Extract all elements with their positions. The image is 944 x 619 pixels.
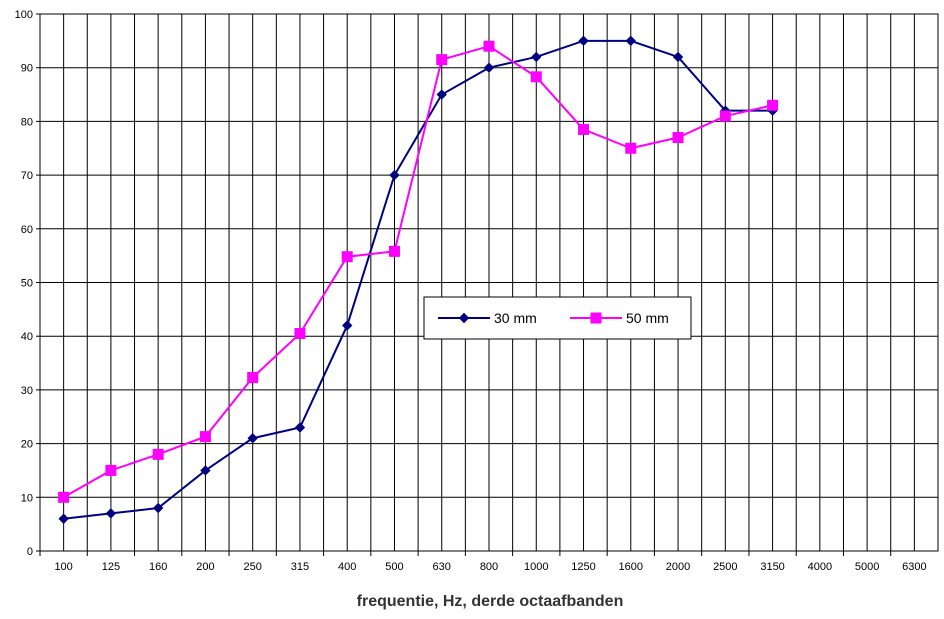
data-point-30-mm	[625, 35, 636, 47]
data-point-50-mm	[388, 245, 400, 257]
data-point-30-mm	[200, 465, 211, 476]
x-tick-label: 6300	[902, 561, 926, 573]
y-tick-label: 10	[21, 492, 33, 504]
data-point-30-mm	[389, 169, 400, 181]
x-tick-label: 3150	[760, 561, 784, 573]
data-point-50-mm	[719, 110, 731, 122]
data-point-30-mm	[152, 502, 164, 514]
legend-marker-50-mm	[590, 312, 602, 324]
data-point-30-mm	[436, 89, 447, 100]
data-point-50-mm	[530, 71, 542, 83]
y-tick-label: 40	[21, 331, 33, 343]
x-tick-label: 500	[385, 561, 403, 573]
data-point-30-mm	[58, 513, 69, 524]
x-tick-label: 315	[291, 561, 309, 573]
x-tick-label: 2500	[713, 561, 737, 573]
y-tick-label: 80	[21, 116, 33, 128]
y-tick-label: 100	[15, 9, 33, 21]
data-point-30-mm	[342, 320, 353, 331]
data-point-50-mm	[152, 448, 164, 460]
data-point-30-mm	[247, 433, 258, 444]
data-point-50-mm	[672, 132, 684, 144]
x-tick-label: 5000	[855, 561, 879, 573]
data-point-50-mm	[625, 142, 637, 154]
series-line-30-mm	[63, 39, 773, 520]
data-point-30-mm	[578, 35, 589, 47]
data-point-30-mm	[483, 62, 495, 73]
data-point-50-mm	[767, 99, 779, 111]
x-tick-label: 250	[244, 561, 262, 573]
x-tick-label: 125	[102, 561, 120, 573]
legend-label-30-mm: 30 mm	[494, 310, 537, 326]
x-tick-label: 800	[480, 561, 498, 573]
data-point-50-mm	[341, 251, 353, 263]
x-tick-label: 1600	[619, 561, 643, 573]
legend-label-50-mm: 50 mm	[626, 310, 669, 326]
data-point-30-mm	[105, 508, 117, 519]
data-point-50-mm	[294, 328, 306, 340]
data-point-50-mm	[578, 123, 590, 135]
data-point-50-mm	[58, 491, 70, 503]
data-point-50-mm	[105, 464, 117, 476]
x-tick-label: 630	[433, 561, 451, 573]
legend: 30 mm 50 mm	[423, 296, 692, 340]
data-point-50-mm	[436, 54, 448, 66]
data-point-50-mm	[247, 372, 259, 384]
x-tick-label: 1000	[524, 561, 548, 573]
data-point-30-mm	[672, 51, 684, 63]
y-tick-label: 90	[21, 63, 33, 75]
x-tick-label: 400	[338, 561, 356, 573]
data-point-50-mm	[483, 40, 495, 52]
x-tick-label: 2000	[666, 561, 690, 573]
x-axis-title: frequentie, Hz, derde octaafbanden	[357, 593, 624, 610]
y-tick-label: 60	[21, 224, 33, 236]
y-tick-label: 20	[21, 439, 33, 451]
legend-marker-30-mm	[458, 312, 470, 324]
x-tick-label: 200	[196, 561, 214, 573]
y-tick-label: 50	[21, 278, 33, 290]
data-point-50-mm	[199, 431, 211, 443]
y-tick-label: 30	[21, 385, 33, 397]
y-tick-label: 70	[21, 170, 33, 182]
x-tick-label: 4000	[808, 561, 832, 573]
x-tick-label: 100	[54, 561, 72, 573]
x-tick-label: 160	[149, 561, 167, 573]
y-tick-label: 0	[27, 546, 33, 558]
data-point-30-mm	[294, 422, 306, 433]
series-line-50-mm	[63, 45, 773, 499]
x-tick-label: 1250	[571, 561, 595, 573]
data-point-30-mm	[531, 51, 542, 63]
